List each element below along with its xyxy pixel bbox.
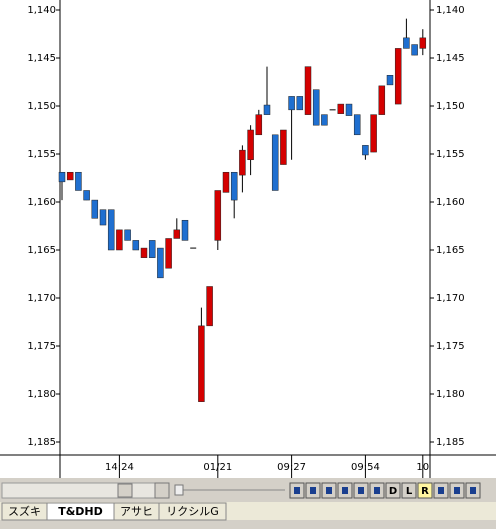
candle-body [411, 44, 418, 56]
tool-label: R [421, 486, 429, 497]
y-tick-label-right: 1,175 [436, 341, 465, 352]
candle-body [230, 171, 238, 201]
tool-button[interactable] [401, 482, 417, 499]
tool-icon [358, 487, 364, 494]
candle-body [206, 286, 213, 327]
candle-body [304, 66, 312, 115]
candle-body [58, 171, 66, 183]
tool-icon [310, 487, 316, 494]
candle-body [280, 129, 287, 165]
candle-body [288, 96, 295, 111]
candle-body [132, 240, 140, 251]
candle-body [239, 149, 246, 176]
tool-label: L [406, 486, 413, 497]
candle-body [140, 247, 148, 258]
slider-thumb[interactable] [174, 484, 184, 496]
tool-icon [454, 487, 460, 494]
tool-icon [374, 487, 380, 494]
tool-icon [470, 487, 476, 494]
candle-body [403, 37, 410, 49]
y-tick-label-right: 1,160 [436, 197, 465, 208]
candle-body [66, 171, 74, 181]
candle-body [370, 114, 377, 153]
tool-button[interactable] [385, 482, 401, 499]
candle-body [214, 190, 222, 241]
candle-body [386, 75, 394, 86]
y-tick-label-right: 1,155 [436, 149, 465, 160]
y-tick-label-right: 1,185 [436, 437, 465, 448]
candle-body [378, 85, 386, 115]
candle-body [353, 114, 361, 136]
y-tick-label: 1,180 [27, 389, 56, 400]
y-tick-label: 1,140 [27, 5, 56, 16]
candle-body [255, 114, 263, 136]
tool-icon [294, 487, 300, 494]
tool-button[interactable] [417, 482, 433, 499]
y-tick-label: 1,150 [27, 101, 56, 112]
candle-body [75, 171, 82, 191]
y-tick-label: 1,160 [27, 197, 56, 208]
candle-body [181, 219, 189, 241]
x-tick-label: 10 [416, 462, 429, 473]
candle-body [99, 209, 107, 226]
candle-body [91, 199, 99, 219]
candle-body [116, 229, 123, 251]
x-tick-label: 01/21 [203, 462, 232, 473]
y-tick-label-right: 1,180 [436, 389, 465, 400]
candle-body [222, 171, 230, 193]
candle-body [165, 238, 172, 269]
tool-label: D [389, 486, 397, 497]
candle-body [107, 209, 115, 251]
candle-body [263, 104, 271, 115]
x-tick-label: 09:54 [351, 462, 380, 473]
scrollbar[interactable] [1, 482, 163, 499]
y-tick-label: 1,185 [27, 437, 56, 448]
tab-label: T&DHD [58, 505, 103, 518]
y-tick-label-right: 1,140 [436, 5, 465, 16]
tab-label: リクシルG [166, 505, 219, 518]
candle-body [271, 134, 279, 191]
y-tick-label: 1,145 [27, 53, 56, 64]
x-tick-label: 09:27 [277, 462, 306, 473]
candle-body [321, 114, 328, 126]
candle-body [337, 103, 345, 114]
y-tick-label: 1,170 [27, 293, 56, 304]
candle-body [345, 103, 353, 116]
x-tick-label: 14:24 [105, 462, 134, 473]
tab[interactable] [158, 502, 227, 521]
y-tick-label: 1,155 [27, 149, 56, 160]
y-tick-label-right: 1,145 [436, 53, 465, 64]
y-tick-label: 1,175 [27, 341, 56, 352]
candle-body [362, 145, 369, 156]
candle-body [173, 229, 181, 239]
tool-icon [326, 487, 332, 494]
y-tick-label: 1,165 [27, 245, 56, 256]
scroll-right[interactable] [154, 482, 170, 499]
candle-body [419, 37, 427, 49]
tool-icon [438, 487, 444, 494]
candle-body [148, 240, 156, 258]
candle-body [124, 229, 131, 241]
scroll-thumb[interactable] [117, 483, 133, 498]
y-tick-label-right: 1,150 [436, 101, 465, 112]
tab-label: アサヒ [120, 505, 153, 518]
candle-body [296, 96, 304, 111]
candle-body [394, 48, 402, 105]
candle-body [157, 247, 164, 279]
candle-body [83, 190, 90, 201]
candle-body [247, 129, 254, 161]
candle-body [198, 325, 205, 402]
y-tick-label-right: 1,165 [436, 245, 465, 256]
y-tick-label-right: 1,170 [436, 293, 465, 304]
tool-icon [342, 487, 348, 494]
tab-label: スズキ [8, 504, 41, 518]
candle-body [312, 89, 320, 126]
